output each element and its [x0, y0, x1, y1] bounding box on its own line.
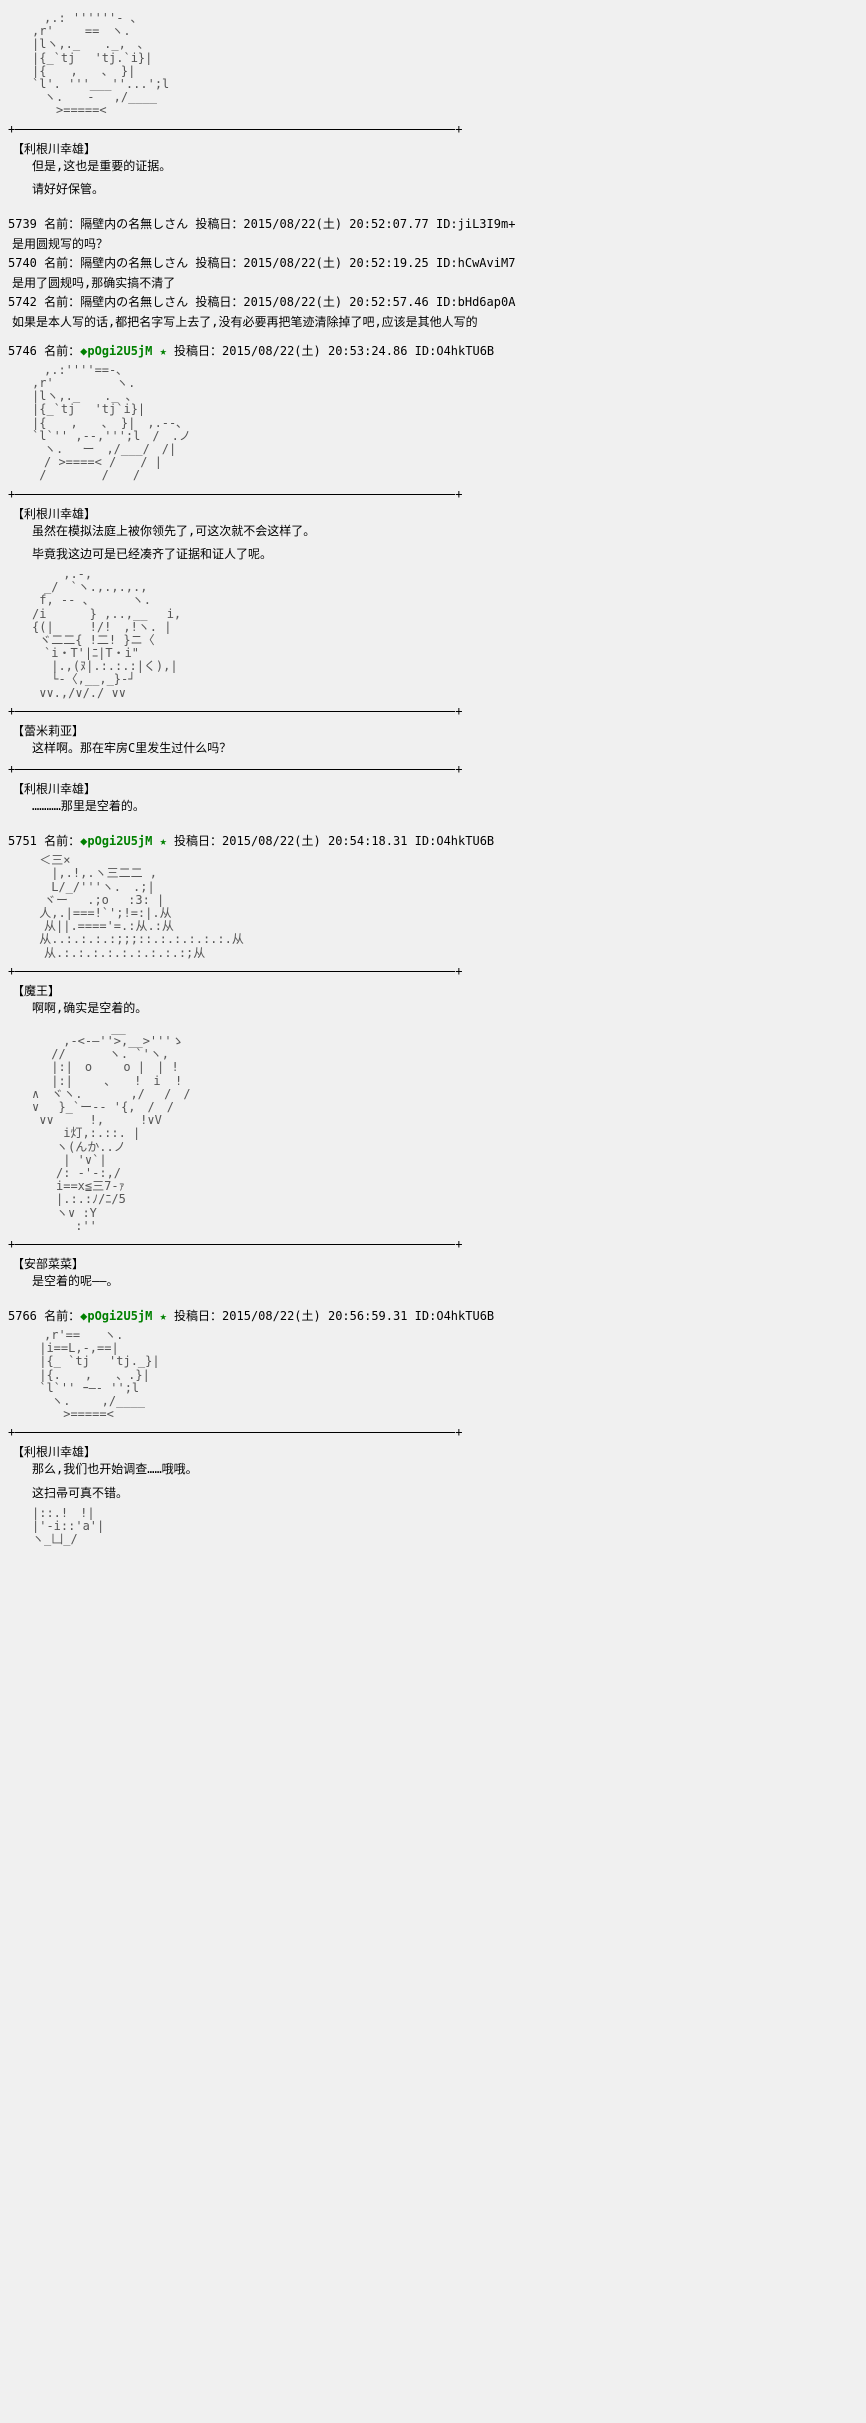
- panel-divider: ++: [8, 1425, 858, 1439]
- ascii-art: __ ,-<-―''>,__>'''ゝ // ヽ. `'ヽ, |:| o o |…: [20, 1022, 858, 1233]
- spacer: [8, 330, 858, 340]
- panel-divider: ++: [8, 1237, 858, 1251]
- dialogue-line: 虽然在模拟法庭上被你领先了,可这次就不会这样了。: [32, 522, 858, 541]
- ascii-art: ,r'== ヽ. |i==L,-,==| |{_ `tj 'tj._}| |{.…: [20, 1329, 858, 1421]
- post-date: 投稿日：2015/08/22(土) 20:56:59.31 ID:O4hkTU6…: [167, 1309, 494, 1323]
- panel-divider: ++: [8, 762, 858, 776]
- dialogue-line: 请好好保管。: [32, 180, 858, 199]
- spacer: [8, 820, 858, 830]
- post-meta: 5742 名前：隔壁内の名無しさん 投稿日：2015/08/22(土) 20:5…: [8, 293, 858, 311]
- dialogue-line: …………那里是空着的。: [32, 797, 858, 816]
- dialogue-line: 这扫帚可真不错。: [32, 1484, 858, 1503]
- post-meta: 5739 名前：隔壁内の名無しさん 投稿日：2015/08/22(土) 20:5…: [8, 215, 858, 233]
- panel-divider: ++: [8, 122, 858, 136]
- dialogue-line: 这样啊。那在牢房C里发生过什么吗？: [32, 739, 858, 758]
- spacer: [8, 203, 858, 213]
- post-date: 投稿日：2015/08/22(土) 20:54:18.31 ID:O4hkTU6…: [167, 834, 494, 848]
- ascii-art: ,.-, _/ `ヽ.,.,.,., f, -- 、 ヽ. /i } ,..,_…: [20, 568, 858, 700]
- post-meta: 5740 名前：隔壁内の名無しさん 投稿日：2015/08/22(土) 20:5…: [8, 254, 858, 272]
- post-number: 5746 名前：: [8, 344, 80, 358]
- post-meta-trip: 5766 名前：◆pOgi2U5jM ★ 投稿日：2015/08/22(土) 2…: [8, 1307, 858, 1325]
- speaker-name: 【魔王】: [12, 982, 858, 999]
- dialogue-line: 但是,这也是重要的证据。: [32, 157, 858, 176]
- reply-text: 如果是本人写的话,都把名字写上去了,没有必要再把笔迹清除掉了吧,应该是其他人写的: [12, 313, 858, 330]
- tripcode: ◆pOgi2U5jM ★: [80, 344, 167, 358]
- dialogue-line: 啊啊,确实是空着的。: [32, 999, 858, 1018]
- speaker-name: 【利根川幸雄】: [12, 780, 858, 797]
- post-meta-trip: 5746 名前：◆pOgi2U5jM ★ 投稿日：2015/08/22(土) 2…: [8, 342, 858, 360]
- panel-divider: ++: [8, 964, 858, 978]
- ascii-art: ,.:''''==-､ ,r' ヽ. |lヽ,._ ._ ､ |{_`tj 't…: [20, 364, 858, 483]
- dialogue-line: 是空着的呢――。: [32, 1272, 858, 1291]
- ascii-art: ＜三× |,.!,.ヽ三二二 , L/_/'''ヽ. .;| ヾー .;o :3…: [20, 854, 858, 960]
- speaker-name: 【利根川幸雄】: [12, 1443, 858, 1460]
- post-date: 投稿日：2015/08/22(土) 20:53:24.86 ID:O4hkTU6…: [167, 344, 494, 358]
- post-meta-trip: 5751 名前：◆pOgi2U5jM ★ 投稿日：2015/08/22(土) 2…: [8, 832, 858, 850]
- speaker-name: 【利根川幸雄】: [12, 505, 858, 522]
- post-number: 5766 名前：: [8, 1309, 80, 1323]
- ascii-art: ,.: ''''''- ､ ,r' == ヽ. |lヽ,._ ._, ､ |{_…: [20, 12, 858, 118]
- dialogue-line: 那么,我们也开始调查……哦哦。: [32, 1460, 858, 1479]
- tripcode: ◆pOgi2U5jM ★: [80, 1309, 167, 1323]
- reply-text: 是用了圆规吗,那确实搞不清了: [12, 274, 858, 291]
- ascii-art: |::.! !| |'-i::'a'| ヽ_凵_/: [20, 1507, 858, 1547]
- spacer: [8, 1295, 858, 1305]
- tripcode: ◆pOgi2U5jM ★: [80, 834, 167, 848]
- panel-divider: ++: [8, 704, 858, 718]
- speaker-name: 【蕾米莉亚】: [12, 722, 858, 739]
- reply-text: 是用圆规写的吗？: [12, 235, 858, 252]
- panel-divider: ++: [8, 487, 858, 501]
- post-number: 5751 名前：: [8, 834, 80, 848]
- dialogue-line: 毕竟我这边可是已经凑齐了证据和证人了呢。: [32, 545, 858, 564]
- speaker-name: 【安部菜菜】: [12, 1255, 858, 1272]
- speaker-name: 【利根川幸雄】: [12, 140, 858, 157]
